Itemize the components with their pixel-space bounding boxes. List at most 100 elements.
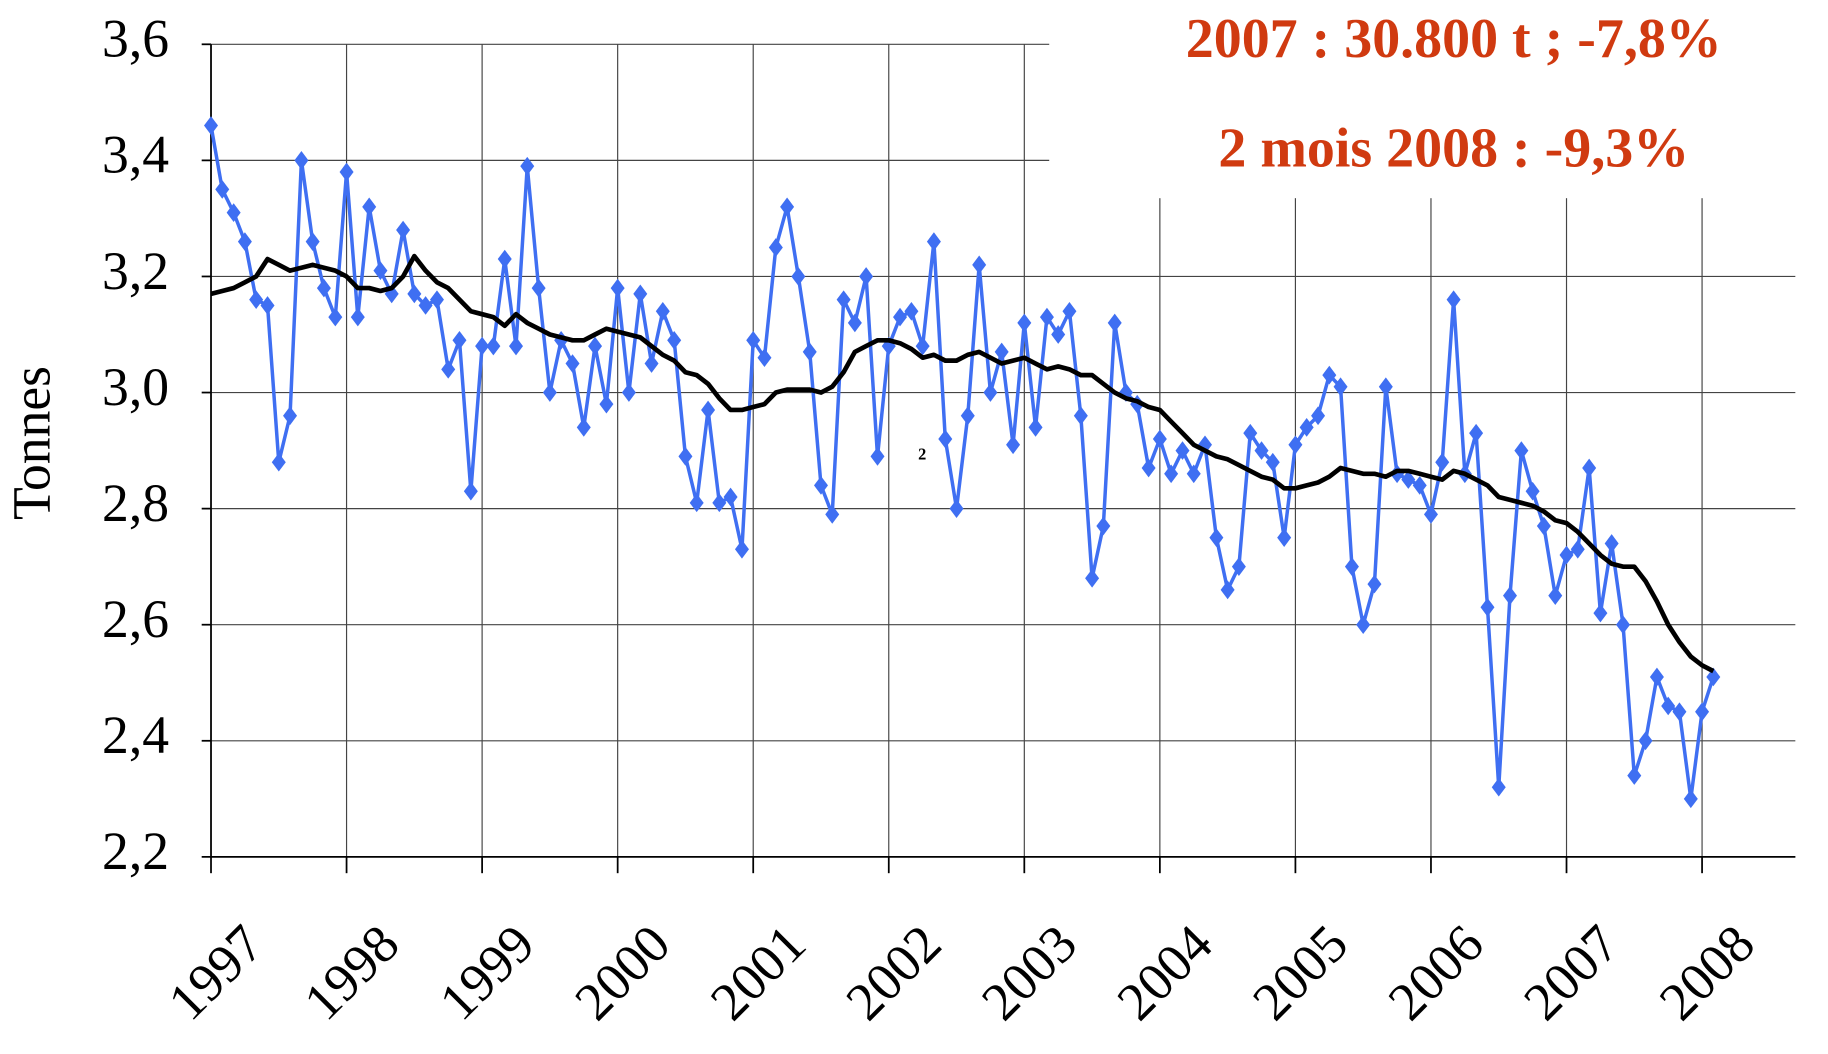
data-point (1525, 481, 1540, 501)
data-point (644, 354, 659, 373)
x-tick-label: 2001 (699, 913, 817, 1031)
data-point (1616, 615, 1631, 635)
data-point (339, 162, 354, 182)
data-point (497, 249, 512, 269)
data-point (1502, 586, 1517, 606)
y-tick-label: 2,4 (102, 705, 169, 765)
data-point (463, 481, 478, 501)
data-point (226, 203, 241, 222)
data-point (305, 232, 320, 251)
data-point (271, 452, 286, 472)
data-point (1085, 568, 1100, 588)
x-tick-label: 2003 (970, 913, 1088, 1031)
data-point (1593, 603, 1608, 623)
data-point (1536, 516, 1551, 536)
data-point (260, 296, 275, 315)
data-point (780, 197, 795, 217)
data-point (655, 301, 670, 321)
data-point (1152, 429, 1167, 449)
data-point (1672, 702, 1687, 722)
data-point (1401, 470, 1416, 489)
data-point (350, 307, 365, 327)
data-point (1367, 574, 1382, 594)
data-point (429, 290, 444, 310)
x-tick-label: 2000 (563, 913, 681, 1031)
data-point (1423, 505, 1438, 524)
data-point (1412, 476, 1427, 495)
data-point (542, 383, 557, 402)
data-point (475, 336, 490, 356)
annotation-background (1049, 0, 1828, 199)
data-point (1186, 464, 1201, 484)
x-tick-label: 2005 (1241, 913, 1359, 1031)
data-point (949, 499, 964, 518)
data-point (204, 116, 219, 135)
data-point (1288, 435, 1303, 455)
x-tick-label: 2002 (834, 913, 952, 1031)
data-point (1706, 667, 1721, 687)
data-point (1175, 441, 1190, 460)
y-tick-label: 3,6 (102, 9, 169, 69)
data-point (667, 330, 682, 350)
data-point (1209, 528, 1224, 547)
data-point (610, 278, 625, 298)
data-point (1051, 325, 1066, 344)
data-point (1435, 452, 1450, 472)
data-point (1480, 597, 1495, 617)
data-point (1582, 458, 1597, 478)
data-point (621, 383, 636, 402)
y-tick-label: 3,4 (102, 125, 169, 185)
annotation: 2007 : 30.800 t ; -7,8% (1186, 8, 1722, 70)
data-point (994, 342, 1009, 362)
data-point (576, 418, 591, 437)
data-point (1062, 301, 1077, 321)
data-point (1514, 441, 1529, 460)
data-point (701, 400, 716, 420)
data-point (1096, 516, 1111, 536)
data-point (938, 429, 953, 449)
data-point (1661, 696, 1676, 716)
y-axis-label: Tonnes (2, 366, 62, 520)
data-point (1028, 418, 1043, 437)
plot: 2,2 2,4 2,6 2,8 3,0 3,2 3,4 3,6 1997 1998 1999 2000… (2, 0, 1828, 1031)
data-point (757, 348, 772, 368)
data-point (746, 330, 761, 350)
data-point (1039, 307, 1054, 327)
data-point (316, 278, 331, 298)
data-point (678, 447, 693, 466)
data-point (712, 493, 727, 513)
data-point (1378, 377, 1393, 397)
data-point (689, 493, 704, 513)
data-point (1299, 418, 1314, 437)
data-point (859, 267, 874, 286)
data-point (1006, 435, 1021, 455)
data-point (802, 342, 817, 362)
x-tick-label: 1999 (428, 913, 546, 1031)
series-line (210, 253, 1715, 674)
data-point (1604, 534, 1619, 553)
data-point (1277, 528, 1292, 547)
data-point (1017, 313, 1032, 333)
data-point (1333, 377, 1348, 397)
y-tick-label: 2,2 (102, 821, 169, 881)
x-tick-label: 1998 (292, 913, 410, 1031)
data-point (407, 284, 422, 304)
data-point (1548, 586, 1563, 606)
data-point (531, 278, 546, 298)
data-point (633, 284, 648, 304)
x-tick-label: 2006 (1377, 913, 1495, 1031)
data-point (328, 307, 343, 327)
data-point (588, 336, 603, 356)
data-point (599, 394, 614, 414)
data-point (373, 261, 388, 280)
y-tick-label: 3,2 (102, 241, 169, 301)
data-point (1469, 423, 1484, 443)
annotation: 2 (918, 445, 926, 464)
data-point (486, 336, 501, 356)
x-tick-label: 2008 (1648, 913, 1766, 1031)
data-point (915, 336, 930, 356)
data-point (1491, 777, 1506, 797)
data-point (1570, 539, 1585, 559)
